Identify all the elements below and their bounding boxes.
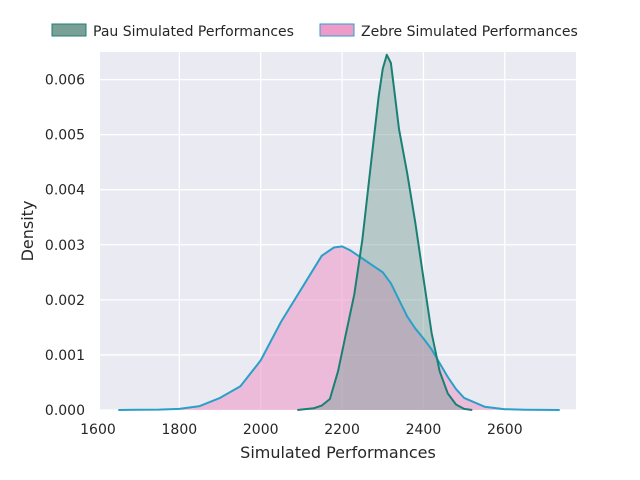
density-line-pau	[297, 53, 473, 411]
y-tick-label: 0.002	[45, 293, 85, 309]
x-axis-label: Simulated Performances	[240, 443, 436, 462]
legend-item-pau: Pau Simulated Performances	[51, 23, 294, 40]
y-tick-label: 0.005	[45, 128, 85, 144]
x-tick-label: 2400	[406, 422, 442, 438]
legend-label: Zebre Simulated Performances	[361, 24, 578, 40]
y-tick-label: 0.000	[45, 403, 85, 419]
y-tick-label: 0.001	[45, 348, 85, 364]
grid	[97, 52, 576, 411]
legend-label: Pau Simulated Performances	[93, 24, 294, 40]
x-tick-label: 2600	[487, 422, 523, 438]
x-tick-label: 2000	[243, 422, 279, 438]
y-tick-label: 0.003	[45, 238, 85, 254]
legend-swatch	[319, 23, 355, 37]
y-tick-label: 0.004	[45, 183, 85, 199]
density-line-zebre	[118, 245, 560, 411]
y-tick-label: 0.006	[45, 73, 85, 89]
legend: Pau Simulated Performances Zebre Simulate…	[51, 23, 578, 40]
y-axis: 0.000 0.001 0.002 0.003 0.004 0.005 0.006	[45, 73, 85, 419]
legend-swatch	[51, 23, 87, 37]
legend-item-zebre: Zebre Simulated Performances	[319, 23, 578, 40]
density-area-zebre	[118, 246, 560, 410]
x-tick-label: 1600	[80, 422, 116, 438]
density-areas	[118, 53, 560, 411]
density-area-pau	[297, 54, 473, 411]
x-tick-label: 2200	[324, 422, 360, 438]
x-tick-label: 1800	[162, 422, 198, 438]
y-axis-label: Density	[18, 201, 37, 262]
x-axis: 1600 1800 2000 2200 2400 2600	[80, 422, 522, 438]
